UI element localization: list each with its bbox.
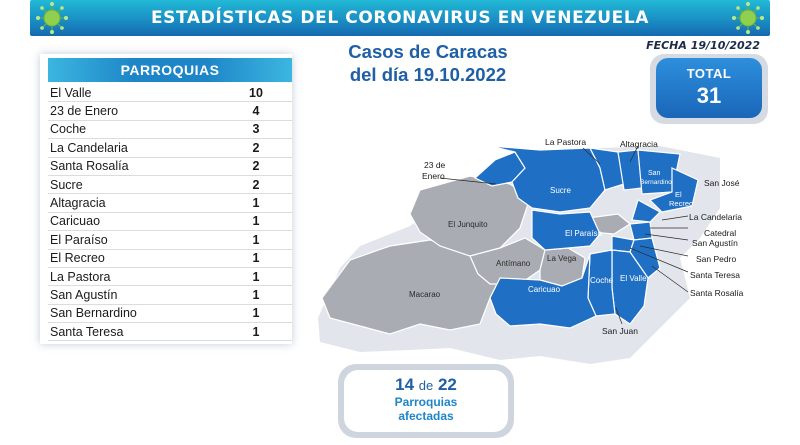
parroquia-name: Santa Rosalía [50,159,129,174]
label-caricuao: Caricuao [528,285,561,294]
virus-icon [732,2,764,34]
label-la-vega: La Vega [547,254,577,263]
label-coche: Coche [590,276,614,285]
table-row: El Valle 10 [48,84,292,103]
parroquia-cases: 2 [252,159,260,174]
total-label: TOTAL [686,66,732,81]
label-altagracia: Altagracia [620,139,658,149]
table-row: Santa Teresa 1 [48,323,292,342]
casos-title-line1: Casos de Caracas [348,41,508,62]
parroquia-name: Caricuao [50,214,101,229]
label-23-de-enero-2: Enero [422,171,445,181]
summary-de: de [418,378,434,393]
virus-icon [36,2,68,34]
parroquia-name: El Valle [50,85,92,100]
parroquia-name: San Agustín [50,287,118,302]
parroquia-name: El Recreo [50,251,105,266]
parroquia-name: La Pastora [50,269,111,284]
label-san-agustin: San Agustín [692,238,738,248]
parroquia-cases: 4 [252,104,260,119]
label-el-paraiso: El Paraíso [565,229,602,238]
region-el-paraiso [531,209,601,251]
label-catedral: Catedral [704,228,737,238]
parroquia-name: San Bernardino [50,306,137,321]
total-box: TOTAL 31 [656,58,762,118]
parroquias-table: PARROQUIAS El Valle 10 23 de Enero 4 Coche 3 L… [40,54,292,344]
table-body: El Valle 10 23 de Enero 4 Coche 3 La Candelari… [48,84,292,342]
label-santa-teresa: Santa Teresa [690,270,740,280]
summary-box: 14 de 22 Parroquias afectadas [344,370,508,432]
parroquia-name: Coche [50,122,87,137]
parroquia-cases: 10 [249,85,263,100]
casos-title-line2: del día 19.10.2022 [349,64,507,85]
label-la-pastora: La Pastora [545,137,587,147]
parroquia-cases: 1 [252,232,260,247]
label-23-de-enero-1: 23 de [424,160,446,170]
table-heading-label: PARROQUIAS [120,62,220,78]
parroquia-cases: 2 [252,177,260,192]
region-la-pastora [588,147,625,191]
table-row: La Candelaria 2 [48,139,292,158]
table-row: Altagracia 1 [48,194,292,213]
summary-count: 14 de 22 [344,375,508,395]
label-san-jose: San José [704,178,740,188]
parroquia-name: Altagracia [50,196,106,211]
region-caricuao [489,253,597,329]
parroquia-cases: 3 [252,122,260,137]
caracas-map: La Pastora Altagracia 23 de Enero San Jo… [300,128,770,368]
table-row: Santa Rosalía 2 [48,158,292,176]
region-santa-rosalia [629,237,661,279]
table-row: El Recreo 1 [48,250,292,268]
date-label: FECHA 19/10/2022 [646,39,760,52]
label-el-recreo-1: El [675,190,682,199]
label-san-pedro: San Pedro [696,254,737,264]
header-banner: ESTADÍSTICAS DEL CORONAVIRUS EN VENEZUEL… [30,0,770,36]
parroquia-name: 23 de Enero [50,104,119,119]
table-row: San Agustín 1 [48,286,292,305]
label-sucre: Sucre [550,186,571,195]
label-san-bernardino-2: Bernardino [640,179,672,186]
parroquia-name: Sucre [50,177,83,192]
label-macarao: Macarao [409,290,441,299]
summary-total: 22 [437,375,457,394]
parroquia-cases: 1 [252,324,260,339]
table-row: Coche 3 [48,121,292,140]
summary-card: 14 de 22 Parroquias afectadas [338,364,514,438]
summary-affected: 14 [395,375,415,394]
label-la-candelaria: La Candelaria [689,212,742,222]
table-row: La Pastora 1 [48,268,292,287]
parroquia-name: El Paraíso [50,232,108,247]
label-el-junquito: El Junquito [448,220,488,229]
label-santa-rosalia: Santa Rosalía [690,288,744,298]
table-row: El Paraíso 1 [48,231,292,250]
label-san-bernardino-1: San [648,170,661,177]
parroquia-cases: 1 [252,269,260,284]
summary-line1: Parroquias [394,395,458,409]
total-value: 31 [696,83,722,108]
label-el-recreo-2: Recreo [669,199,694,208]
region-el-recreo [648,167,699,213]
parroquia-cases: 2 [252,140,260,155]
table-row: 23 de Enero 4 [48,102,292,121]
region-san-agustin [629,221,653,241]
page-title: ESTADÍSTICAS DEL CORONAVIRUS EN VENEZUEL… [150,8,650,28]
map-graphic [318,145,720,364]
summary-line2: afectadas [398,409,454,423]
table-row: Caricuao 1 [48,213,292,232]
parroquia-name: La Candelaria [50,140,128,155]
table-row: Sucre 2 [48,176,292,195]
casos-title: Casos de Caracas del día 19.10.2022 [320,40,536,86]
parroquia-cases: 1 [252,196,260,211]
label-el-valle: El Valle [620,274,647,283]
parroquia-cases: 1 [252,306,260,321]
parroquia-cases: 1 [252,251,260,266]
label-san-juan: San Juan [602,326,638,336]
total-card: TOTAL 31 [650,54,768,124]
table-row: San Bernardino 1 [48,305,292,324]
parroquia-cases: 1 [252,214,260,229]
parroquia-cases: 1 [252,287,260,302]
table-heading: PARROQUIAS [48,58,292,82]
parroquia-name: Santa Teresa [50,324,124,339]
label-antimano: Antímano [496,259,531,268]
